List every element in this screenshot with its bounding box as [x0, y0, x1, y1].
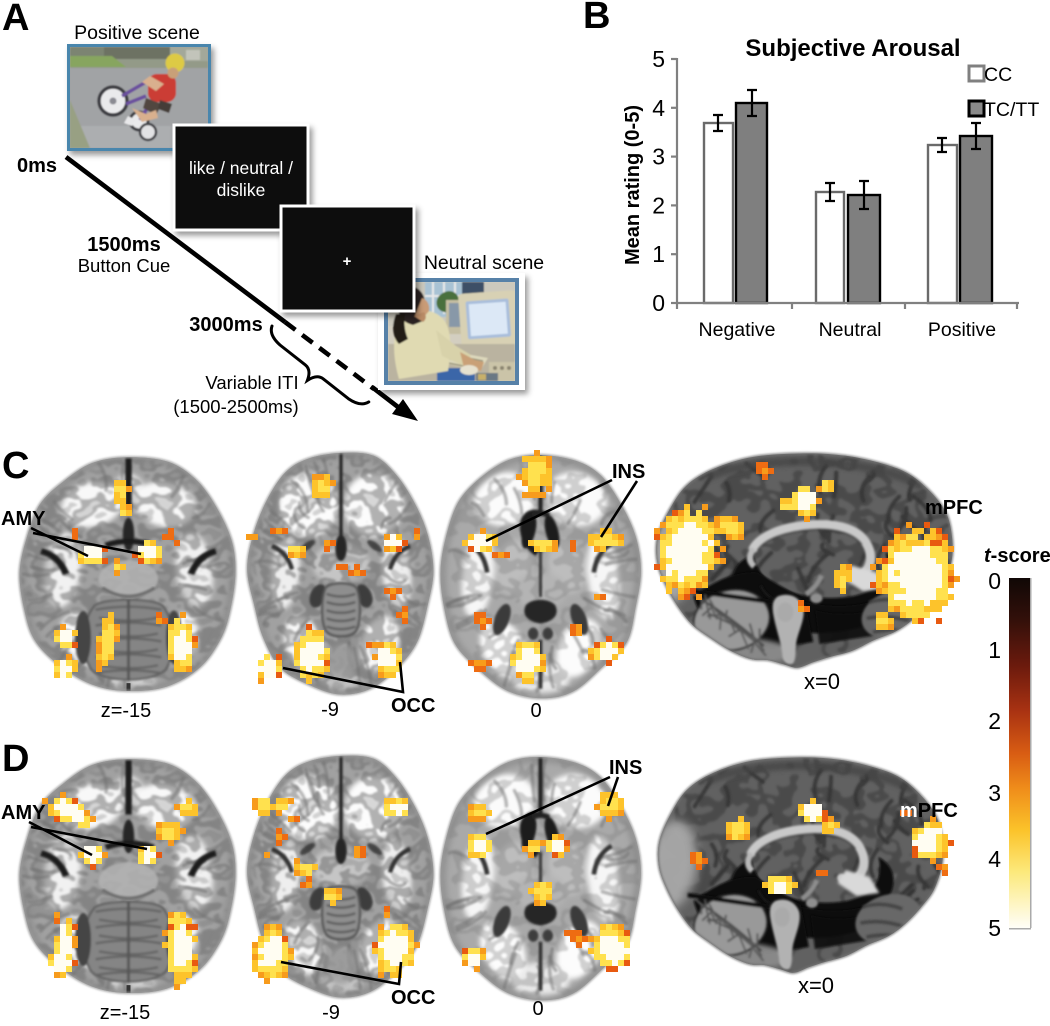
- svg-text:-9: -9: [321, 699, 339, 721]
- svg-text:1: 1: [652, 241, 665, 267]
- svg-text:Positive: Positive: [928, 319, 996, 341]
- svg-text:D: D: [2, 738, 29, 780]
- svg-text:A: A: [2, 0, 29, 39]
- svg-text:INS: INS: [609, 757, 642, 779]
- svg-text:OCC: OCC: [391, 695, 435, 717]
- svg-text:CC: CC: [984, 64, 1012, 86]
- svg-text:z=-15: z=-15: [100, 1002, 151, 1021]
- svg-text:2: 2: [988, 708, 1001, 734]
- svg-text:+: +: [343, 253, 352, 270]
- svg-text:t-score: t-score: [984, 545, 1050, 567]
- svg-text:like / neutral /: like / neutral /: [189, 158, 293, 178]
- svg-text:2: 2: [652, 192, 665, 218]
- svg-text:Positive scene: Positive scene: [74, 22, 200, 44]
- svg-text:C: C: [2, 445, 29, 487]
- svg-text:(1500-2500ms): (1500-2500ms): [173, 396, 298, 417]
- svg-text:B: B: [583, 0, 610, 37]
- svg-text:mPFC: mPFC: [925, 497, 983, 519]
- svg-text:4: 4: [988, 846, 1001, 872]
- svg-text:x=0: x=0: [804, 669, 840, 694]
- svg-text:AMY: AMY: [1, 802, 46, 824]
- svg-text:z=-15: z=-15: [101, 700, 152, 722]
- svg-text:Variable ITI: Variable ITI: [205, 372, 298, 393]
- svg-text:4: 4: [652, 95, 665, 121]
- svg-text:Mean rating (0-5): Mean rating (0-5): [622, 105, 644, 265]
- svg-text:Button Cue: Button Cue: [78, 255, 171, 276]
- svg-text:3000ms: 3000ms: [189, 314, 262, 336]
- svg-text:0: 0: [652, 290, 665, 316]
- svg-text:1: 1: [988, 637, 1001, 663]
- svg-text:0: 0: [530, 700, 541, 722]
- svg-text:-9: -9: [322, 1002, 340, 1021]
- svg-text:1500ms: 1500ms: [87, 234, 160, 256]
- svg-text:0ms: 0ms: [17, 155, 57, 177]
- svg-text:3: 3: [988, 780, 1001, 806]
- svg-text:INS: INS: [612, 461, 645, 483]
- svg-text:0: 0: [532, 998, 543, 1020]
- svg-text:3: 3: [652, 144, 665, 170]
- svg-text:5: 5: [988, 915, 1001, 941]
- svg-text:Negative: Negative: [699, 319, 776, 341]
- svg-text:AMY: AMY: [1, 508, 46, 530]
- svg-text:x=0: x=0: [798, 973, 834, 998]
- svg-text:TC/TT: TC/TT: [984, 99, 1039, 121]
- svg-text:dislike: dislike: [217, 180, 266, 200]
- svg-text:Neutral scene: Neutral scene: [424, 252, 544, 274]
- svg-text:0: 0: [988, 568, 1001, 594]
- svg-text:mPFC: mPFC: [900, 800, 958, 822]
- svg-text:5: 5: [652, 46, 665, 72]
- svg-text:Subjective Arousal: Subjective Arousal: [745, 35, 960, 62]
- svg-text:Neutral: Neutral: [819, 319, 882, 341]
- svg-text:OCC: OCC: [391, 987, 435, 1009]
